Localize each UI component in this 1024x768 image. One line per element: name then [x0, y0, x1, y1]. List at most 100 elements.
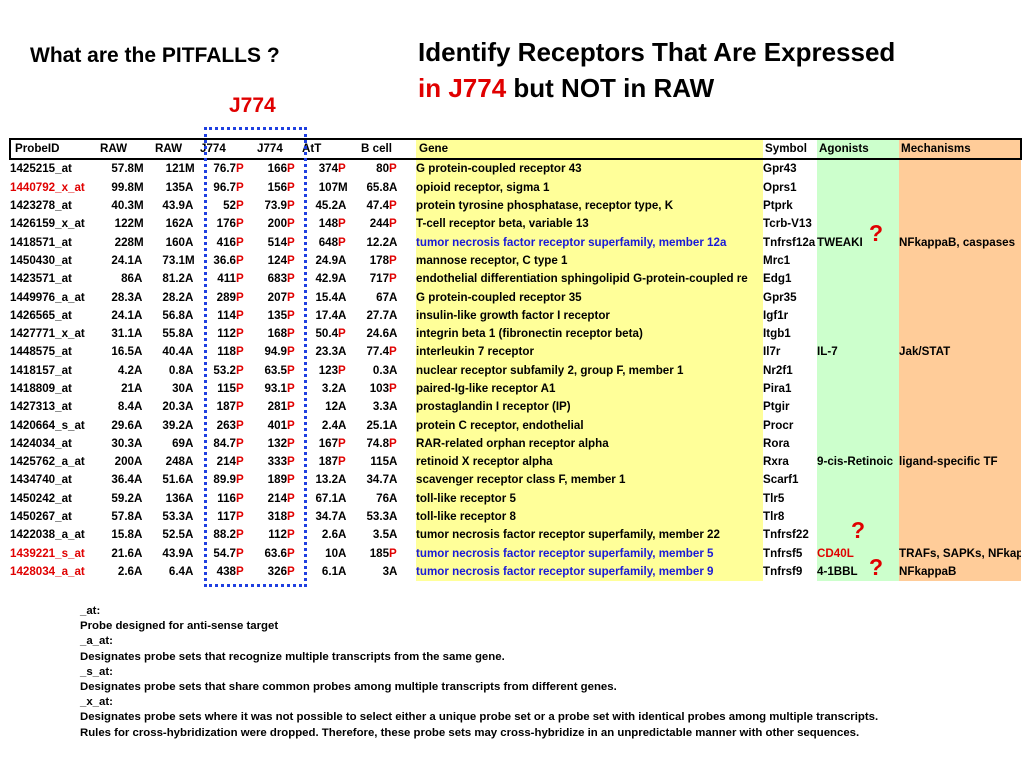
gene-cell: protein tyrosine phosphatase, receptor t… — [416, 196, 764, 216]
agonist-cell — [817, 434, 900, 454]
raw-1-call: M — [134, 199, 144, 213]
j774-1-call: P — [236, 345, 244, 359]
title-highlight: in J774 — [418, 73, 507, 103]
j774-2-value: 135 — [267, 308, 288, 322]
raw-2-call: A — [185, 363, 194, 377]
att-call: A — [338, 345, 347, 359]
symbol-cell: Ptprk — [763, 199, 793, 213]
probe-id-cell: 1450267_at — [10, 510, 72, 524]
raw-2-value: 30 — [172, 382, 185, 395]
raw-1-value: 29.6 — [111, 418, 134, 432]
bcell-call: A — [389, 418, 398, 432]
gene-cell: G protein-coupled receptor 43 — [416, 159, 764, 179]
col-header-symbol: Symbol — [763, 137, 818, 161]
agonist-cell — [817, 215, 900, 234]
j774-2-value: 333 — [267, 455, 288, 469]
j774-2-call: P — [287, 491, 295, 505]
raw-1-call: A — [134, 473, 143, 487]
raw-1-value: 36.4 — [111, 473, 134, 487]
j774-2-value: 281 — [267, 400, 288, 414]
raw-1-value: 40.3 — [111, 199, 134, 213]
agonist-cell — [817, 526, 900, 545]
gene-cell: prostaglandin I receptor (IP) — [416, 398, 764, 417]
bcell-value: 0.3 — [372, 363, 390, 377]
col-header-raw-2: RAW — [149, 137, 200, 161]
table-header-row: ProbeID RAW RAW J774 J774 AtT B cell Gen… — [9, 137, 1023, 161]
j774-1-call: P — [236, 253, 244, 267]
bcell-value: 178 — [369, 253, 390, 267]
note-line: Rules for cross-hybridization were dropp… — [80, 726, 860, 739]
bcell-value: 77.4 — [366, 345, 390, 359]
j774-2-value: 214 — [267, 491, 288, 505]
note-line: _s_at: — [80, 665, 113, 678]
bcell-call: A — [389, 455, 398, 469]
bcell-call: A — [389, 473, 398, 487]
col-header-j774-1: J774 — [200, 137, 252, 161]
j774-2-value: 200 — [267, 217, 288, 231]
agonist-cell — [817, 306, 900, 325]
bcell-value: 34.7 — [366, 473, 390, 487]
symbol-cell: Tlr5 — [763, 491, 785, 505]
j774-1-value: 416 — [216, 235, 236, 249]
mechanism-cell — [899, 361, 1022, 380]
agonist-cell — [817, 196, 900, 216]
j774-1-value: 84.7 — [213, 436, 236, 450]
raw-2-call: A — [185, 418, 194, 432]
symbol-cell: Gpr35 — [763, 290, 797, 304]
j774-1-call: P — [236, 491, 244, 505]
att-call: A — [338, 510, 347, 524]
bcell-call: A — [389, 510, 398, 524]
col-header-j774-2: J774 — [251, 137, 303, 161]
symbol-cell: Oprs1 — [763, 180, 797, 194]
raw-2-value: 6.4 — [168, 564, 185, 578]
gene-cell: interleukin 7 receptor — [416, 343, 764, 362]
agonist-cell: 4-1BBL — [817, 562, 900, 582]
j774-1-value: 36.6 — [213, 253, 236, 267]
att-call: A — [338, 473, 347, 487]
raw-2-value: 20.3 — [162, 400, 185, 414]
bcell-call: P — [389, 217, 397, 231]
probe-id-cell: 1450430_at — [10, 253, 72, 267]
raw-1-call: A — [134, 418, 143, 432]
raw-2-value: 0.8 — [168, 363, 185, 377]
mechanism-cell — [899, 526, 1022, 545]
mechanism-cell — [899, 251, 1022, 271]
col-header-att: AtT — [302, 137, 354, 161]
att-value: 24.9 — [315, 253, 339, 267]
gene-cell: tumor necrosis factor receptor superfami… — [416, 233, 764, 252]
j774-1-value: 52 — [223, 199, 236, 213]
probe-id-cell: 1439221_s_at — [10, 546, 85, 560]
note-line: Probe designed for anti-sense target — [80, 620, 279, 633]
symbol-cell: Itgb1 — [763, 327, 791, 341]
gene-cell: nuclear receptor subfamily 2, group F, m… — [416, 361, 764, 380]
raw-2-value: 135 — [165, 180, 185, 194]
j774-1-call: P — [236, 363, 244, 377]
bcell-call: A — [389, 308, 398, 322]
j774-2-value: 94.9 — [264, 345, 288, 359]
col-header-agonists: Agonists — [817, 137, 900, 161]
bcell-call: P — [389, 546, 397, 560]
raw-2-value: 162 — [165, 217, 185, 231]
raw-2-value: 136 — [165, 491, 185, 505]
att-call: A — [338, 546, 347, 560]
att-value: 13.2 — [315, 473, 339, 487]
j774-1-call: P — [236, 327, 244, 341]
att-call: A — [338, 308, 347, 322]
raw-1-value: 16.5 — [111, 345, 134, 359]
mechanism-cell — [899, 159, 1022, 179]
mechanism-cell: ligand-specific TF — [899, 453, 1022, 472]
mechanism-cell — [899, 471, 1022, 490]
att-value: 3.2 — [321, 382, 339, 395]
raw-1-call: A — [134, 564, 143, 578]
j774-2-value: 189 — [267, 473, 288, 487]
raw-1-value: 21 — [121, 382, 134, 395]
